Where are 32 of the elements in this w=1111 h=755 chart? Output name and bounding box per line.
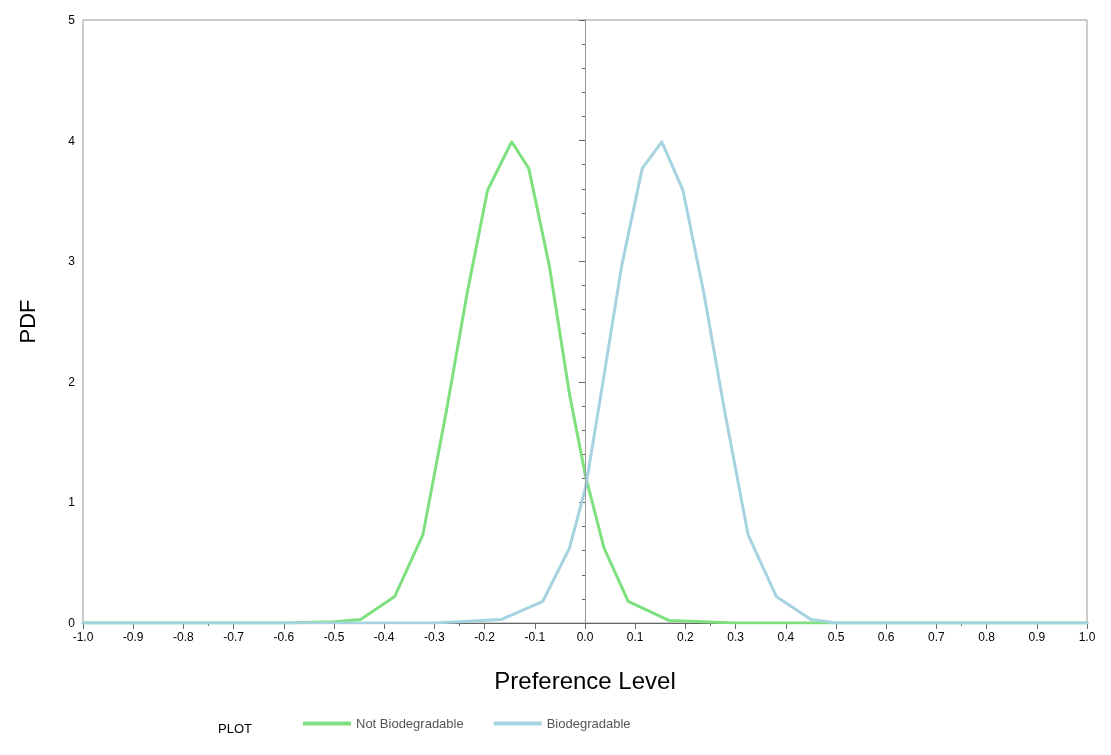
y-tick-label: 0 xyxy=(68,616,76,630)
x-tick-label: 1.0 xyxy=(1078,630,1096,644)
x-tick-label: -0.3 xyxy=(424,630,446,644)
x-tick-label: -0.1 xyxy=(524,630,546,644)
x-tick-label: -0.6 xyxy=(273,630,295,644)
x-tick-label: -0.8 xyxy=(173,630,195,644)
x-tick-label: 0.6 xyxy=(877,630,895,644)
x-tick-label: 0.8 xyxy=(978,630,996,644)
legend-label: Biodegradable xyxy=(546,716,631,731)
x-tick-label: 0.5 xyxy=(827,630,845,644)
y-tick-label: 3 xyxy=(68,254,76,269)
x-tick-label: -1.0 xyxy=(72,630,94,644)
x-tick-label: -0.4 xyxy=(373,630,395,644)
x-tick-label: 0.9 xyxy=(1028,630,1046,644)
x-tick-label: 0.2 xyxy=(677,630,695,644)
x-tick-label: 0.7 xyxy=(928,630,946,644)
x-tick-label: -0.9 xyxy=(122,630,144,644)
y-axis-title: PDF xyxy=(14,299,40,344)
y-tick-label: 5 xyxy=(68,13,76,27)
x-tick-label: -0.2 xyxy=(474,630,496,644)
x-tick-label: 0.1 xyxy=(626,630,644,644)
x-tick-label: 0.0 xyxy=(576,630,594,644)
x-axis-title: Preference Level xyxy=(494,666,676,694)
x-tick-label: 0.4 xyxy=(777,630,795,644)
x-tick-label: -0.7 xyxy=(223,630,245,644)
legend-title: PLOT xyxy=(218,721,253,736)
x-tick-label: -0.5 xyxy=(323,630,345,644)
x-tick-label: 0.3 xyxy=(727,630,745,644)
legend-label: Not Biodegradable xyxy=(356,716,464,731)
y-tick-label: 2 xyxy=(68,374,76,389)
y-tick-label: 1 xyxy=(68,495,76,510)
y-tick-label: 4 xyxy=(68,133,76,148)
